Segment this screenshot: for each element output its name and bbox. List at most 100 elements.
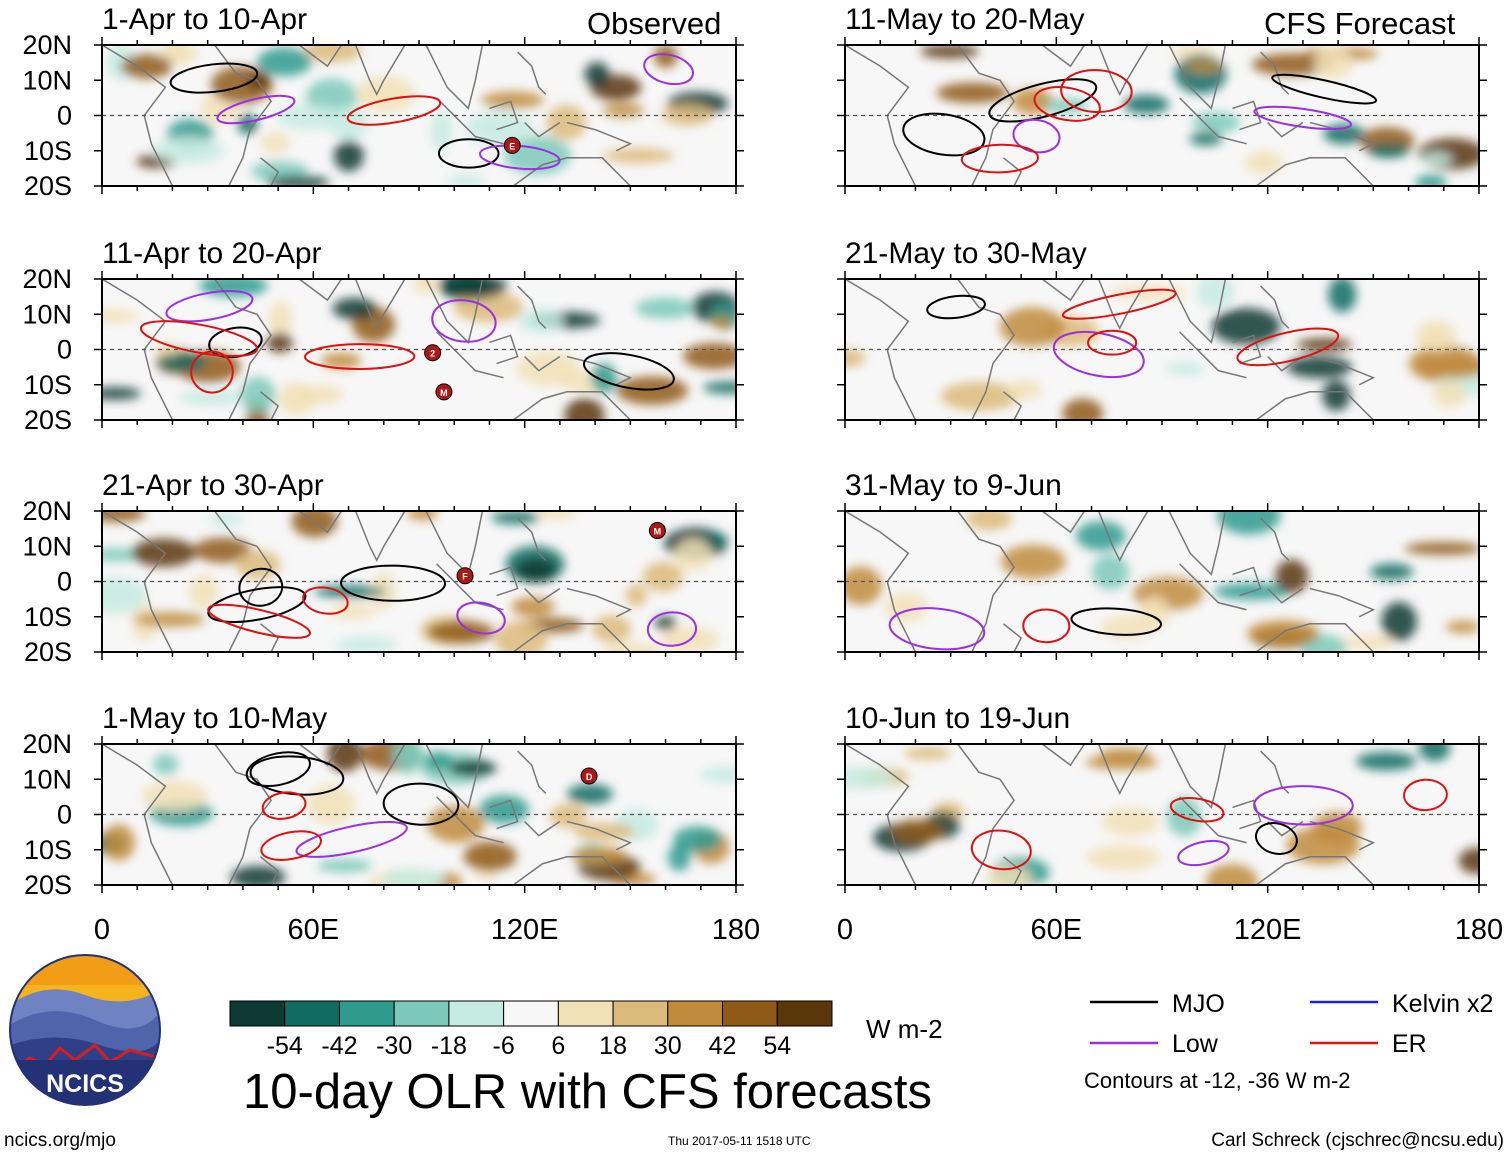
colorbar-label: -42 — [321, 1032, 357, 1060]
anomaly-blob — [642, 561, 684, 592]
contour-low — [643, 53, 694, 86]
colorbar-segment — [612, 1000, 669, 1027]
contour-er — [261, 791, 307, 820]
coastline — [1267, 587, 1304, 604]
y-tick-label: 20S — [24, 870, 72, 900]
anomaly-blob — [1356, 751, 1417, 771]
anomaly-blob — [327, 744, 363, 772]
anomaly-blob — [235, 550, 281, 580]
contour-er — [1022, 608, 1071, 644]
colorbar-label: 30 — [654, 1032, 682, 1060]
coastline — [1309, 820, 1376, 851]
anomaly-blob — [1370, 563, 1414, 580]
colorbar-segment — [722, 1000, 778, 1027]
colorbar-segment — [229, 1000, 286, 1027]
anomaly-blob — [635, 297, 695, 319]
contour-er — [1403, 778, 1448, 812]
coastline — [1041, 511, 1086, 534]
coastline — [1179, 563, 1247, 611]
panel-3: M F 20N 10N 0 10S 20S 21-Apr to 30-Apr — [22, 469, 744, 667]
contours-note: Contours at -12, -36 W m-2 — [1084, 1068, 1351, 1093]
coastline — [845, 511, 917, 652]
anomaly-blob — [494, 620, 548, 652]
anomaly-blob — [1313, 46, 1353, 80]
anomaly-blob — [209, 513, 243, 527]
anomaly-blob — [102, 823, 136, 861]
anomaly-blob — [564, 397, 605, 420]
anomaly-blob — [481, 91, 544, 109]
coastline — [425, 279, 484, 344]
anomaly-blob — [667, 843, 691, 872]
coastline — [1168, 744, 1227, 809]
footer-author: Carl Schreck (cjschrec@ncsu.edu) — [1211, 1130, 1504, 1151]
contour-mjo — [1070, 607, 1163, 636]
coastline — [566, 121, 633, 152]
anomaly-blob — [277, 382, 315, 415]
anomaly-blob — [330, 604, 377, 620]
anomaly-blob — [230, 865, 286, 885]
anomaly-blob — [157, 353, 207, 372]
anomaly-blob — [1139, 595, 1170, 630]
anomaly-blob — [1286, 826, 1360, 865]
anomaly-blob — [453, 292, 524, 323]
anomaly-blob — [266, 175, 330, 186]
coastline — [517, 285, 547, 329]
coastline — [1309, 587, 1376, 618]
footer-url[interactable]: ncics.org/mjo — [4, 1130, 116, 1151]
contour-er — [302, 586, 349, 615]
anomaly-blob — [703, 381, 736, 394]
colorbar: -54 -42 -30 -18 -6 6 18 30 42 54 — [229, 1000, 833, 1060]
contour-low — [1253, 785, 1354, 826]
anomaly-blob — [237, 113, 258, 135]
colorbar-label: -54 — [267, 1032, 303, 1060]
contour-low — [456, 601, 506, 635]
coastline — [1179, 331, 1247, 379]
anomaly-blob — [1445, 620, 1479, 634]
anomaly-blob — [1191, 111, 1241, 133]
colorbar-segment — [338, 1000, 395, 1027]
colorbar-segment — [776, 1000, 833, 1027]
y-tick-label: 10S — [24, 370, 72, 400]
anomaly-blob — [188, 574, 218, 609]
anomaly-blob — [1011, 87, 1054, 115]
contour-er — [1169, 796, 1225, 823]
anomaly-blob — [193, 537, 252, 563]
panel-7: 31-May to 9-Jun — [837, 469, 1487, 660]
coastline — [1309, 355, 1376, 386]
anomaly-blob — [920, 45, 979, 59]
coastline — [1097, 744, 1149, 796]
coastline — [260, 856, 280, 885]
footer-timestamp: Thu 2017-05-11 1518 UTC — [668, 1134, 811, 1148]
svg-text:M: M — [654, 527, 662, 537]
anomaly-blob — [1091, 554, 1130, 590]
contour-mjo — [1255, 822, 1298, 855]
colorbar-segment — [448, 1000, 505, 1027]
coastline — [489, 100, 519, 131]
coastline — [354, 45, 406, 97]
y-tick-label: 10N — [22, 531, 72, 561]
anomaly-blob — [536, 511, 577, 521]
y-tick-label: 10S — [24, 835, 72, 865]
anomaly-blob — [257, 47, 312, 77]
contour-er — [960, 143, 1039, 174]
coastline — [214, 279, 272, 420]
coastline — [298, 45, 343, 68]
contour-low — [1052, 330, 1145, 379]
anomaly-blob — [625, 584, 647, 607]
coastline — [1309, 121, 1376, 152]
panel-title: 11-May to 20-May — [845, 3, 1085, 36]
coastline — [436, 97, 504, 145]
coastline — [1254, 391, 1374, 420]
panel-2: M 2 20N 10N 0 10S 20S 11-Apr to 20-Apr — [22, 237, 744, 435]
legend-label-mjo: MJO — [1172, 990, 1225, 1018]
forecast-label: CFS Forecast — [1264, 6, 1456, 41]
coastline — [1003, 157, 1023, 186]
anomaly-blob — [266, 332, 293, 353]
panel-title: 21-Apr to 30-Apr — [102, 469, 324, 502]
coastline — [524, 587, 561, 604]
svg-text:2: 2 — [430, 349, 435, 359]
anomaly-blob — [616, 376, 689, 405]
anomaly-blob — [845, 566, 883, 606]
contour-mjo — [238, 567, 284, 607]
